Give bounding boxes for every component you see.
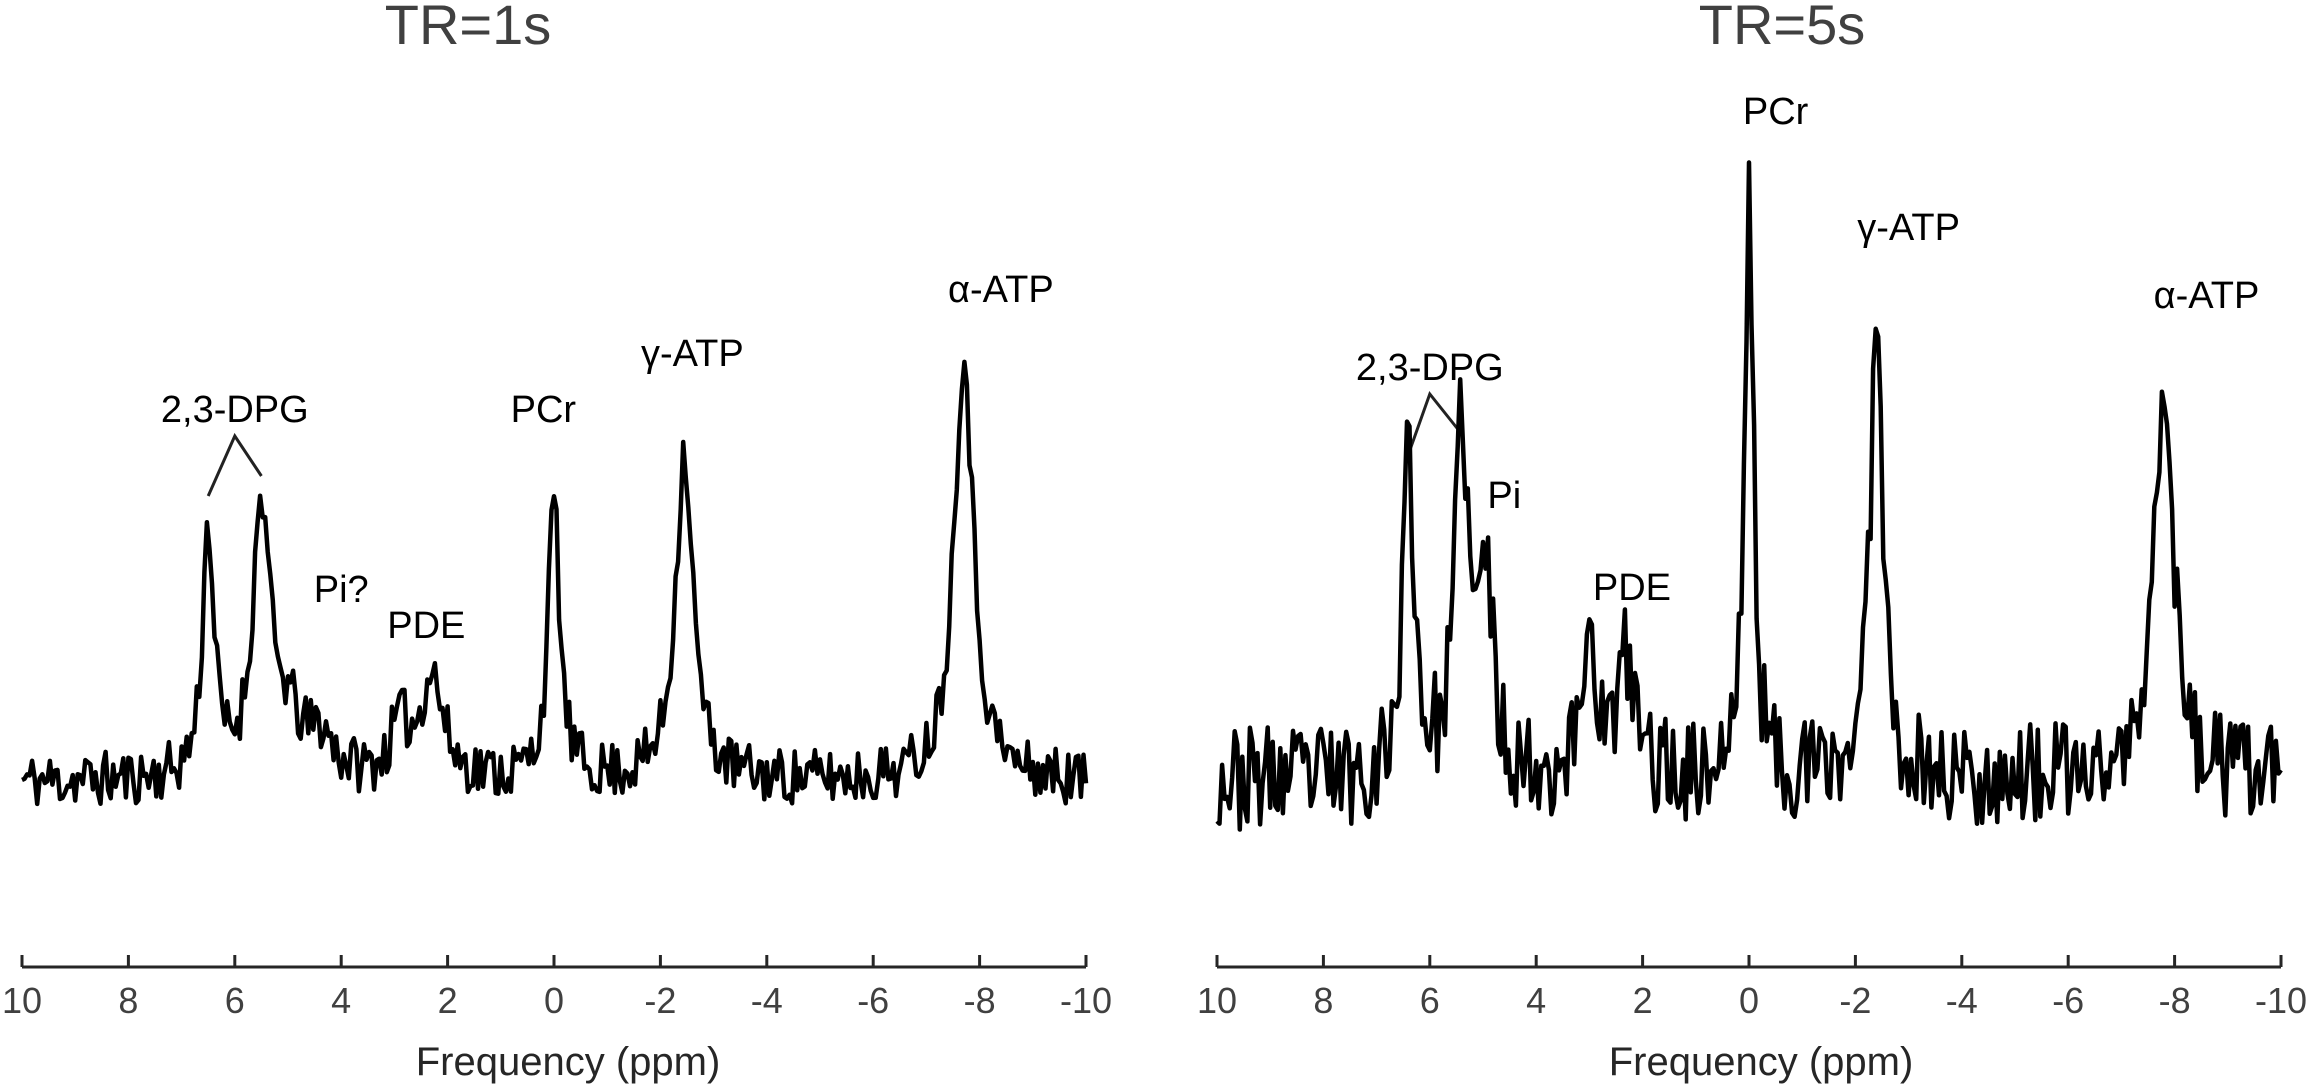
x-tick-label: -10 <box>2255 980 2307 1021</box>
x-tick-label: 10 <box>1197 980 1237 1021</box>
peak-annotations: 2,3-DPG Pi? PDE PCr γ-ATP α-ATP <box>161 269 1054 647</box>
x-tick-label: 10 <box>2 980 42 1021</box>
x-ticks: 10 8 6 4 2 0 -2 -4 -6 -8 -10 <box>2 955 1112 1021</box>
x-tick-label: 0 <box>1739 980 1759 1021</box>
panel-title: TR=1s <box>385 0 552 56</box>
peak-label: γ-ATP <box>641 333 744 375</box>
x-tick-label: -2 <box>1839 980 1871 1021</box>
x-tick-label: -4 <box>751 980 783 1021</box>
peak-annotations: 2,3-DPG Pi PDE PCr γ-ATP α-ATP <box>1356 91 2259 609</box>
x-tick-label: 8 <box>118 980 138 1021</box>
x-tick-label: -6 <box>857 980 889 1021</box>
x-tick-label: 8 <box>1313 980 1333 1021</box>
peak-label: α-ATP <box>948 269 1054 311</box>
peak-label: γ-ATP <box>1857 207 1960 249</box>
peak-label: PDE <box>387 605 465 647</box>
peak-leader-line <box>206 432 263 497</box>
spectrum-trace <box>21 359 1089 807</box>
peak-label: PCr <box>1743 91 1809 133</box>
peak-label: PCr <box>511 389 577 431</box>
peak-label: 2,3-DPG <box>1356 347 1504 389</box>
x-tick-label: 6 <box>1420 980 1440 1021</box>
peak-leader-line <box>1407 390 1463 455</box>
x-tick-label: 4 <box>331 980 351 1021</box>
x-tick-label: 0 <box>544 980 564 1021</box>
peak-label: 2,3-DPG <box>161 389 309 431</box>
peak-label: Pi? <box>314 569 369 611</box>
x-tick-label: -4 <box>1946 980 1978 1021</box>
x-tick-label: -8 <box>2159 980 2191 1021</box>
x-tick-label: -6 <box>2052 980 2084 1021</box>
x-tick-label: 2 <box>1633 980 1653 1021</box>
peak-label: Pi <box>1487 475 1521 517</box>
spectrum-panel-tr1: TR=1s 2,3-DPG Pi? PDE PCr γ-ATP α-ATP 10 8 6 4 2 0… <box>2 0 1112 1084</box>
x-axis-label: Frequency (ppm) <box>416 1040 721 1084</box>
x-ticks: 10 8 6 4 2 0 -2 -4 -6 -8 -10 <box>1197 955 2307 1021</box>
peak-label: PDE <box>1593 567 1671 609</box>
spectrum-trace <box>1215 160 2283 832</box>
spectrum-panel-tr5: TR=5s 2,3-DPG Pi PDE PCr γ-ATP α-ATP 10 8 6 4 2 0 -… <box>1197 0 2307 1084</box>
x-tick-label: 2 <box>438 980 458 1021</box>
x-tick-label: -10 <box>1060 980 1112 1021</box>
x-tick-label: 6 <box>225 980 245 1021</box>
peak-label: α-ATP <box>2154 275 2260 317</box>
x-tick-label: -2 <box>644 980 676 1021</box>
x-tick-label: 4 <box>1526 980 1546 1021</box>
panel-title: TR=5s <box>1699 0 1866 56</box>
x-tick-label: -8 <box>964 980 996 1021</box>
x-axis-label: Frequency (ppm) <box>1609 1040 1914 1084</box>
